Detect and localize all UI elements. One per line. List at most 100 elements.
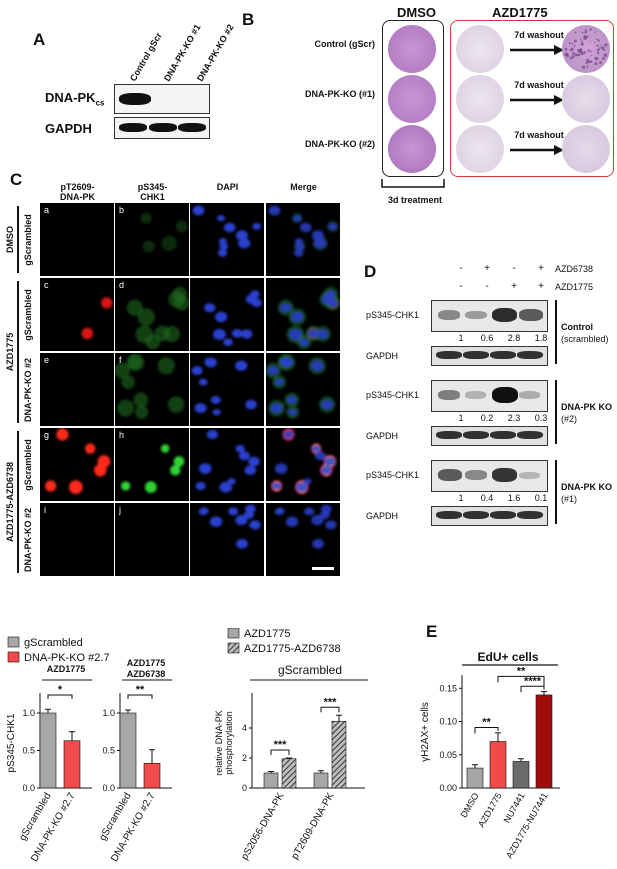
group-title: AZD1775 xyxy=(127,658,166,668)
azd-dish xyxy=(456,25,504,73)
blot-quant-value: 0.2 xyxy=(480,413,494,423)
dnapk-row-label: DNA-PKcs xyxy=(45,90,105,108)
chart-pchk1: gScrambled DNA-PK-KO #2.7 0.0 0.5 1.0 AZD1775… xyxy=(6,636,172,864)
lane-label: Control gScr xyxy=(128,30,164,83)
washout-label: 7d washout xyxy=(514,80,564,90)
colony-row-label: Control (gScr) xyxy=(314,39,376,49)
bar xyxy=(535,694,553,789)
washout-label: 7d washout xyxy=(514,130,564,140)
if-row-label: gScrambled xyxy=(23,288,33,341)
blot-protein-label: pS345-CHK1 xyxy=(366,470,420,480)
blot-quant-value: 0.3 xyxy=(534,413,548,423)
blot-quant-value: 2.8 xyxy=(507,333,521,343)
pchk1-blot xyxy=(431,300,548,332)
bar xyxy=(63,740,81,789)
blot-protein-label: pS345-CHK1 xyxy=(366,310,420,320)
if-image xyxy=(190,428,264,501)
treatment-name: AZD1775 xyxy=(555,282,594,292)
lane-label: DNA-PK-KO #2 xyxy=(195,22,236,83)
legend-label: gScrambled xyxy=(24,637,83,649)
colony-row-label: DNA-PK-KO (#2) xyxy=(304,139,375,149)
significance-label: ** xyxy=(136,684,145,696)
significance-bracket xyxy=(47,694,73,699)
blot-group-label: DNA-PK KO xyxy=(561,402,612,412)
significance-label: ** xyxy=(482,717,491,729)
if-image: e xyxy=(40,353,114,426)
blot-quant-value: 0.6 xyxy=(480,333,494,343)
azd1775-column-title: AZD1775 xyxy=(492,5,548,20)
washout-dish xyxy=(562,75,610,123)
if-image xyxy=(266,503,340,576)
y-tick-label: 1.0 xyxy=(102,708,115,718)
dnapk-blot xyxy=(114,84,210,114)
blot-loading-label: GAPDH xyxy=(366,351,399,361)
dmso-box xyxy=(382,20,444,177)
legend-swatch xyxy=(227,642,240,654)
if-group-divider xyxy=(17,431,19,573)
blot-group-sublabel: (#1) xyxy=(561,494,578,504)
treatment-sign: + xyxy=(538,263,544,274)
blot-group-label: Control xyxy=(561,322,593,332)
if-image xyxy=(266,428,340,501)
significance-label: **** xyxy=(524,675,542,687)
legend-label: AZD1775-AZD6738 xyxy=(244,643,341,655)
y-tick-label: 0.5 xyxy=(22,746,35,756)
blot-quant-value: 0.4 xyxy=(480,493,494,503)
treatment-sign: - xyxy=(485,281,489,292)
blot-loading-label: GAPDH xyxy=(366,431,399,441)
if-column-title: Merge xyxy=(290,182,317,192)
if-image xyxy=(266,353,340,426)
pchk1-blot xyxy=(431,380,548,412)
if-image: a xyxy=(40,203,114,276)
gapdh-blot xyxy=(431,426,548,446)
legend-swatch xyxy=(227,628,240,639)
dmso-dish xyxy=(388,75,436,123)
bar xyxy=(263,772,279,789)
bar xyxy=(489,741,507,789)
y-tick-label: 0.0 xyxy=(102,783,115,793)
treatment-bracket xyxy=(381,179,445,188)
y-tick-label: 0 xyxy=(242,783,247,793)
y-tick-label: 4 xyxy=(242,723,247,733)
washout-arrow xyxy=(510,95,564,105)
if-column-title: pT2609- DNA-PK xyxy=(60,182,95,202)
colony-row-label: DNA-PK-KO (#1) xyxy=(304,89,375,99)
gapdh-blot xyxy=(114,117,210,139)
legend-swatch xyxy=(7,651,20,663)
if-panel-letter: b xyxy=(119,205,124,215)
group-title: AZD1775 xyxy=(47,664,86,674)
if-group-divider xyxy=(17,206,19,273)
significance-label: *** xyxy=(274,739,288,751)
significance-label: ** xyxy=(517,665,526,677)
if-image xyxy=(266,203,340,276)
azd1775-box xyxy=(450,20,614,177)
y-axis-label: pS345-CHK1 xyxy=(6,713,17,772)
if-row-label: gScrambled xyxy=(23,213,33,266)
pchk1-blot xyxy=(431,460,548,492)
gapdh-blot xyxy=(431,346,548,366)
y-axis-label: relative DNA-PK xyxy=(214,710,224,776)
blot-group-sublabel: (#2) xyxy=(561,414,578,424)
treatment-sign: + xyxy=(511,281,517,292)
washout-label: 7d washout xyxy=(514,30,564,40)
if-group-label: AZD1775-AZD6738 xyxy=(5,461,15,543)
x-tick-label: DMSO xyxy=(459,791,481,819)
blot-quant-value: 1 xyxy=(458,493,464,503)
bar xyxy=(466,767,484,789)
if-panel-letter: g xyxy=(44,430,49,440)
y-tick-label: 1.0 xyxy=(22,708,35,718)
x-tick-label: AZD1775-NU7441 xyxy=(504,791,550,860)
bar xyxy=(281,758,297,789)
significance-bracket xyxy=(270,749,290,755)
significance-bracket xyxy=(127,694,153,699)
if-group-label: DMSO xyxy=(5,226,15,253)
x-tick-label: pS2056-DNA-PK xyxy=(239,791,286,862)
y-tick-label: 0.00 xyxy=(439,783,457,793)
significance-label: * xyxy=(58,684,63,696)
x-tick-label: DNA-PK-KO #2.7 xyxy=(29,791,78,864)
blot-quant-value: 1 xyxy=(458,413,464,423)
if-panel-letter: j xyxy=(118,505,121,515)
bar xyxy=(512,761,530,789)
significance-label: *** xyxy=(324,696,338,708)
blot-quant-value: 1.6 xyxy=(507,493,521,503)
